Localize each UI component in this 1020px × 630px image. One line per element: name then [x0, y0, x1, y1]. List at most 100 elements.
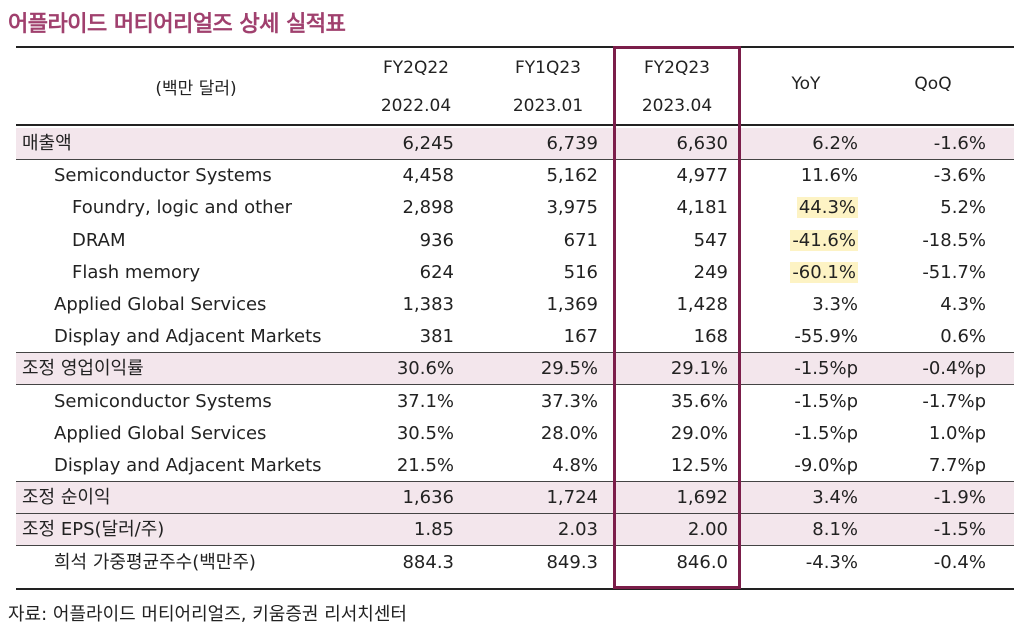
qoq-value: -0.4%p — [922, 358, 986, 380]
row-label: Semiconductor Systems — [54, 390, 272, 412]
qoq-header: QoQ — [914, 74, 952, 94]
fy2q22-value: 30.5% — [396, 422, 454, 444]
qoq-value: 4.3% — [940, 294, 986, 315]
yoy-value: -9.0%p — [794, 455, 858, 476]
yoy-value: -41.6% — [790, 229, 858, 251]
fy2q23-value: 35.6% — [670, 390, 728, 412]
yoy-value: -1.5%p — [794, 358, 858, 380]
table-row: Semiconductor Systems 4,458 5,162 4,977 11.6… — [16, 160, 1014, 192]
fy1q23-value: 5,162 — [546, 165, 598, 187]
fy2q22-value: 936 — [419, 229, 454, 251]
yoy-value: -4.3% — [805, 551, 858, 573]
row-label: Applied Global Services — [54, 422, 267, 444]
fy2q23-value: 2.00 — [687, 519, 728, 541]
yoy-value: 44.3% — [796, 197, 858, 219]
report-title: 어플라이드 머티어리얼즈 상세 실적표 — [8, 12, 346, 37]
fy2q22-value: 30.6% — [396, 358, 454, 380]
fy2q23-value: 29.1% — [670, 358, 728, 380]
qoq-value: -3.6% — [933, 165, 986, 187]
row-label: 조정 영업이익률 — [22, 358, 144, 380]
table-row: 매출액 6,245 6,739 6,630 6.2% -1.6% — [16, 128, 1014, 160]
table-row: Display and Adjacent Markets 381 167 168 -55… — [16, 321, 1014, 354]
row-label: 조정 순이익 — [22, 487, 111, 509]
fy2q22-value: 1,383 — [402, 294, 454, 315]
fy1q23-value: 1,369 — [546, 294, 598, 315]
fy2q23-value: 249 — [693, 261, 728, 283]
fy1q23-value: 849.3 — [546, 551, 598, 573]
results-table: (백만 달러) FY2Q22 2022.04 FY1Q23 2023.01 FY… — [16, 46, 1014, 590]
qoq-value: -0.4% — [933, 551, 986, 573]
table-row: Flash memory 624 516 249 -60.1% -51.7% — [16, 257, 1014, 289]
table-row: Applied Global Services 1,383 1,369 1,428 3.… — [16, 289, 1014, 321]
fy1q23-value: 6,739 — [546, 133, 598, 154]
qoq-value: -1.6% — [933, 133, 986, 154]
table-row: Semiconductor Systems 37.1% 37.3% 35.6% -1.5… — [16, 386, 1014, 418]
table-bottom-rule — [16, 588, 1014, 590]
yoy-value: -60.1% — [790, 261, 858, 283]
fy2q23-value: 1,692 — [676, 487, 728, 509]
period-2-date: 2023.01 — [512, 96, 584, 116]
qoq-value: -1.9% — [933, 487, 986, 509]
qoq-value: 1.0%p — [928, 422, 986, 444]
table-row: DRAM 936 671 547 -41.6% -18.5% — [16, 225, 1014, 257]
fy2q22-value: 624 — [419, 261, 454, 283]
fy2q23-value: 4,977 — [676, 165, 728, 187]
fy2q22-value: 1,636 — [402, 487, 454, 509]
row-label: 매출액 — [22, 133, 72, 154]
table-row: Applied Global Services 30.5% 28.0% 29.0% -1… — [16, 418, 1014, 450]
fy2q23-value: 6,630 — [676, 133, 728, 154]
fy1q23-value: 37.3% — [540, 390, 598, 412]
yoy-value: -1.5%p — [794, 390, 858, 412]
fy1q23-value: 29.5% — [540, 358, 598, 380]
period-1-date: 2022.04 — [380, 96, 452, 116]
row-label: 조정 EPS(달러/주) — [22, 519, 165, 541]
source-note: 자료: 어플라이드 머티어리얼즈, 키움증권 리서치센터 — [8, 604, 407, 625]
fy2q22-value: 1.85 — [413, 519, 454, 541]
fy2q23-value: 547 — [693, 229, 728, 251]
period-3-label: FY2Q23 — [644, 58, 710, 78]
qoq-value: -18.5% — [922, 229, 986, 251]
period-2-label: FY1Q23 — [515, 58, 581, 78]
fy1q23-value: 28.0% — [540, 422, 598, 444]
row-label: Semiconductor Systems — [54, 165, 272, 187]
yoy-value: 3.3% — [812, 294, 858, 315]
qoq-value: -1.7%p — [922, 390, 986, 412]
table-row: 조정 영업이익률 30.6% 29.5% 29.1% -1.5%p -0.4%p — [16, 353, 1014, 386]
fy1q23-value: 671 — [563, 229, 598, 251]
fy2q23-value: 168 — [693, 326, 728, 348]
fy1q23-value: 167 — [563, 326, 598, 348]
fy2q23-value: 1,428 — [676, 294, 728, 315]
table-row: Display and Adjacent Markets 21.5% 4.8% 12.… — [16, 450, 1014, 482]
qoq-value: 7.7%p — [928, 455, 986, 476]
row-label: Display and Adjacent Markets — [54, 455, 322, 476]
qoq-value: -1.5% — [933, 519, 986, 541]
fy2q23-value: 4,181 — [676, 197, 728, 219]
row-label: Display and Adjacent Markets — [54, 326, 322, 348]
fy2q22-value: 381 — [419, 326, 454, 348]
period-1-label: FY2Q22 — [383, 58, 449, 78]
yoy-value: 6.2% — [812, 133, 858, 154]
qoq-value: -51.7% — [922, 261, 986, 283]
fy2q22-value: 4,458 — [402, 165, 454, 187]
qoq-value: 0.6% — [940, 326, 986, 348]
yoy-value: 11.6% — [800, 165, 858, 187]
fy2q22-value: 884.3 — [402, 551, 454, 573]
fy2q22-value: 21.5% — [396, 455, 454, 476]
fy2q22-value: 37.1% — [396, 390, 454, 412]
yoy-value: 3.4% — [812, 487, 858, 509]
period-3-date: 2023.04 — [641, 96, 713, 116]
table-header-rule — [16, 124, 1014, 126]
fy2q23-value: 29.0% — [670, 422, 728, 444]
yoy-value: -1.5%p — [794, 422, 858, 444]
fy2q22-value: 6,245 — [402, 133, 454, 154]
fy1q23-value: 3,975 — [546, 197, 598, 219]
yoy-header: YoY — [791, 74, 821, 94]
fy2q23-value: 846.0 — [676, 551, 728, 573]
unit-label: (백만 달러) — [155, 79, 237, 99]
fy1q23-value: 1,724 — [546, 487, 598, 509]
fy2q22-value: 2,898 — [402, 197, 454, 219]
table-row: 조정 순이익 1,636 1,724 1,692 3.4% -1.9% — [16, 482, 1014, 515]
row-label: Foundry, logic and other — [72, 197, 293, 219]
fy1q23-value: 4.8% — [552, 455, 598, 476]
table-row: Foundry, logic and other 2,898 3,975 4,181 4… — [16, 192, 1014, 224]
